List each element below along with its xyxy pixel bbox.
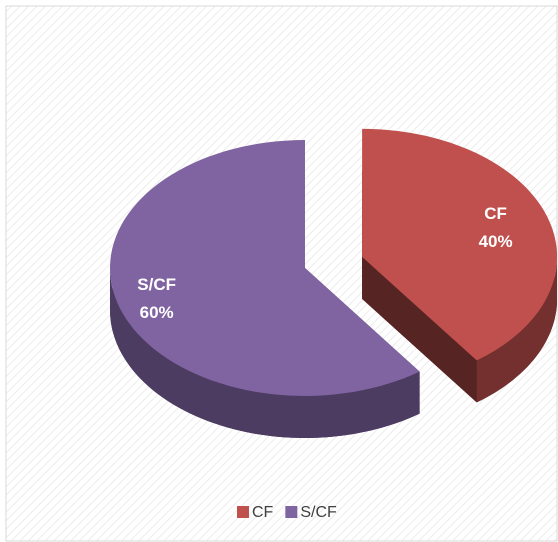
data-label-value: 60% (140, 303, 174, 322)
slice-side (110, 268, 420, 438)
plot: CF 40% S/CF 60% (110, 128, 557, 438)
legend-label: S/CF (300, 504, 337, 521)
pie-slice (110, 140, 420, 396)
data-label-value: 40% (479, 232, 513, 251)
legend-label: CF (252, 504, 274, 521)
slice-wall (362, 256, 477, 403)
legend: CF S/CF (237, 504, 337, 521)
data-label-category: S/CF (137, 275, 176, 294)
legend-swatch (237, 506, 249, 518)
slice-side (476, 258, 557, 403)
data-label-category: CF (484, 204, 507, 223)
pie-slice (362, 128, 557, 361)
legend-swatch (285, 506, 298, 518)
